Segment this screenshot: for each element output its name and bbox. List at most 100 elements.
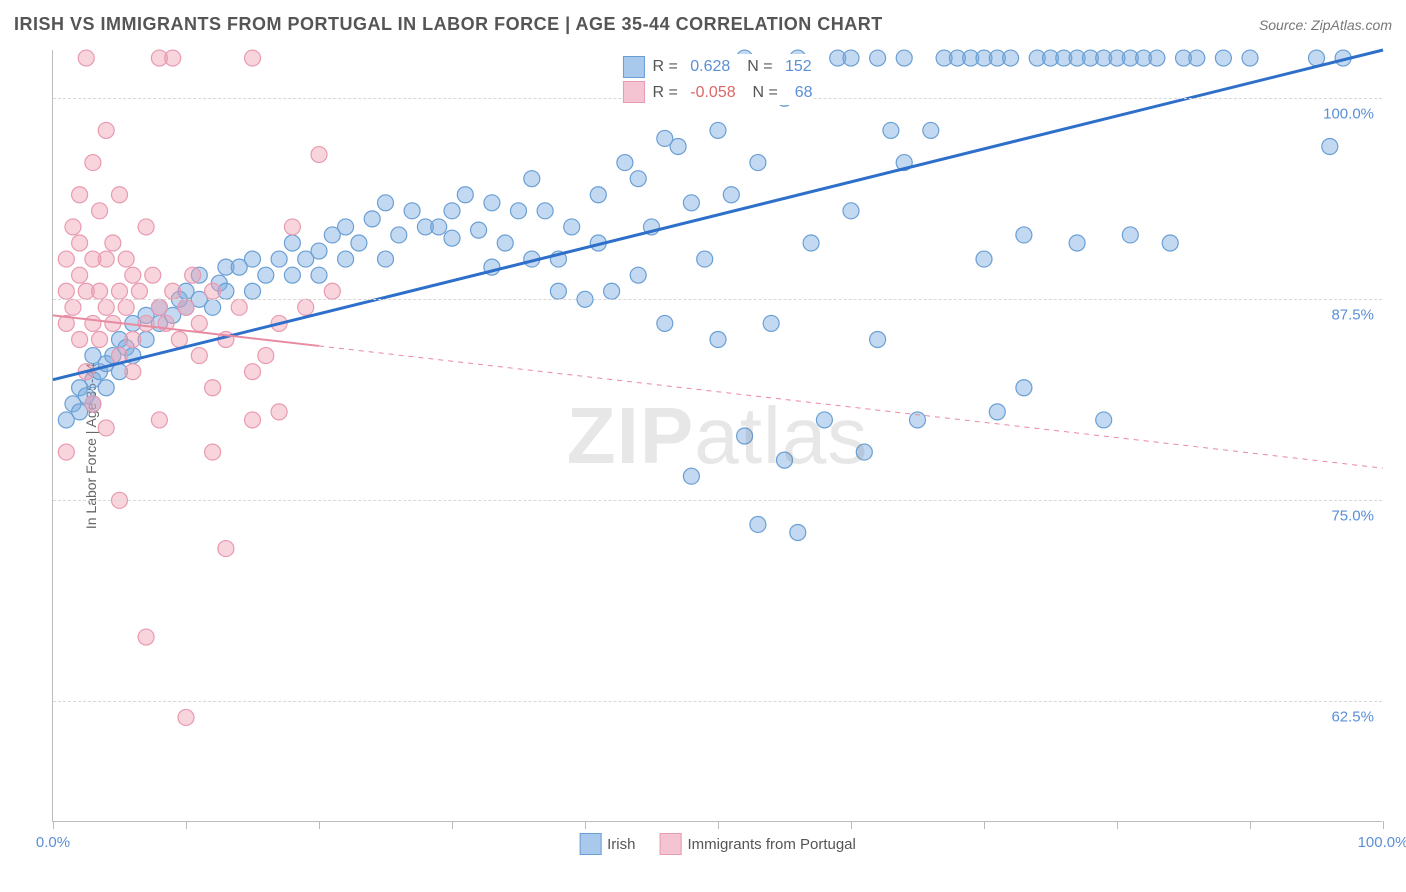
- data-point: [750, 516, 766, 532]
- data-point: [989, 404, 1005, 420]
- data-point: [138, 629, 154, 645]
- data-point: [245, 412, 261, 428]
- xtick: [186, 821, 187, 829]
- data-point: [72, 332, 88, 348]
- data-point: [178, 709, 194, 725]
- data-point: [178, 299, 194, 315]
- data-point: [803, 235, 819, 251]
- data-point: [138, 315, 154, 331]
- data-point: [617, 155, 633, 171]
- data-point: [205, 299, 221, 315]
- xtick: [452, 821, 453, 829]
- legend-item-irish: Irish: [579, 833, 635, 855]
- data-point: [431, 219, 447, 235]
- data-point: [85, 315, 101, 331]
- ytick-label: 100.0%: [1323, 106, 1374, 123]
- data-point: [98, 420, 114, 436]
- data-point: [92, 203, 108, 219]
- data-point: [378, 251, 394, 267]
- data-point: [444, 230, 460, 246]
- data-point: [58, 283, 74, 299]
- data-point: [112, 283, 128, 299]
- data-point: [245, 50, 261, 66]
- data-point: [138, 219, 154, 235]
- data-point: [1096, 412, 1112, 428]
- data-point: [338, 251, 354, 267]
- data-point: [710, 122, 726, 138]
- data-point: [697, 251, 713, 267]
- data-point: [1149, 50, 1165, 66]
- data-point: [171, 332, 187, 348]
- data-point: [1322, 139, 1338, 155]
- data-point: [78, 50, 94, 66]
- data-point: [1122, 227, 1138, 243]
- data-point: [338, 219, 354, 235]
- data-point: [218, 541, 234, 557]
- ytick-label: 62.5%: [1331, 709, 1374, 726]
- legend-row-irish: R = 0.628 N = 152: [622, 54, 812, 80]
- chart-title: IRISH VS IMMIGRANTS FROM PORTUGAL IN LAB…: [14, 14, 883, 35]
- data-point: [604, 283, 620, 299]
- data-point: [245, 364, 261, 380]
- data-point: [245, 283, 261, 299]
- data-point: [497, 235, 513, 251]
- legend-item-portugal: Immigrants from Portugal: [659, 833, 855, 855]
- data-point: [298, 299, 314, 315]
- data-point: [165, 50, 181, 66]
- chart-header: IRISH VS IMMIGRANTS FROM PORTUGAL IN LAB…: [14, 14, 1392, 35]
- data-point: [311, 147, 327, 163]
- data-point: [65, 299, 81, 315]
- data-point: [870, 50, 886, 66]
- data-point: [125, 364, 141, 380]
- data-point: [856, 444, 872, 460]
- data-point: [205, 283, 221, 299]
- regression-line-dashed: [319, 346, 1383, 468]
- chart-plot-area: ZIPatlas R = 0.628 N = 152 R = -0.058 N …: [52, 50, 1382, 822]
- data-point: [112, 187, 128, 203]
- data-point: [145, 267, 161, 283]
- data-point: [72, 267, 88, 283]
- data-point: [98, 251, 114, 267]
- data-point: [98, 122, 114, 138]
- data-point: [657, 315, 673, 331]
- data-point: [311, 243, 327, 259]
- data-point: [1162, 235, 1178, 251]
- xtick: [718, 821, 719, 829]
- data-point: [590, 187, 606, 203]
- data-point: [1003, 50, 1019, 66]
- data-point: [185, 267, 201, 283]
- data-point: [750, 155, 766, 171]
- data-point: [630, 171, 646, 187]
- data-point: [404, 203, 420, 219]
- data-point: [98, 299, 114, 315]
- legend-swatch-irish-bottom: [579, 833, 601, 855]
- xtick-label: 100.0%: [1358, 834, 1406, 851]
- xtick-label: 0.0%: [36, 834, 70, 851]
- data-point: [976, 251, 992, 267]
- data-point: [364, 211, 380, 227]
- xtick: [1117, 821, 1118, 829]
- data-point: [843, 203, 859, 219]
- ytick-label: 87.5%: [1331, 307, 1374, 324]
- data-point: [324, 283, 340, 299]
- data-point: [1069, 235, 1085, 251]
- data-point: [484, 195, 500, 211]
- data-point: [98, 380, 114, 396]
- gridline: [53, 299, 1382, 300]
- data-point: [65, 219, 81, 235]
- data-point: [710, 332, 726, 348]
- data-point: [271, 404, 287, 420]
- data-point: [723, 187, 739, 203]
- legend-swatch-portugal-bottom: [659, 833, 681, 855]
- data-point: [131, 283, 147, 299]
- xtick: [984, 821, 985, 829]
- data-point: [271, 251, 287, 267]
- data-point: [118, 251, 134, 267]
- data-point: [85, 155, 101, 171]
- data-point: [85, 396, 101, 412]
- data-point: [816, 412, 832, 428]
- data-point: [205, 380, 221, 396]
- data-point: [105, 235, 121, 251]
- data-point: [457, 187, 473, 203]
- legend-row-portugal: R = -0.058 N = 68: [622, 80, 812, 106]
